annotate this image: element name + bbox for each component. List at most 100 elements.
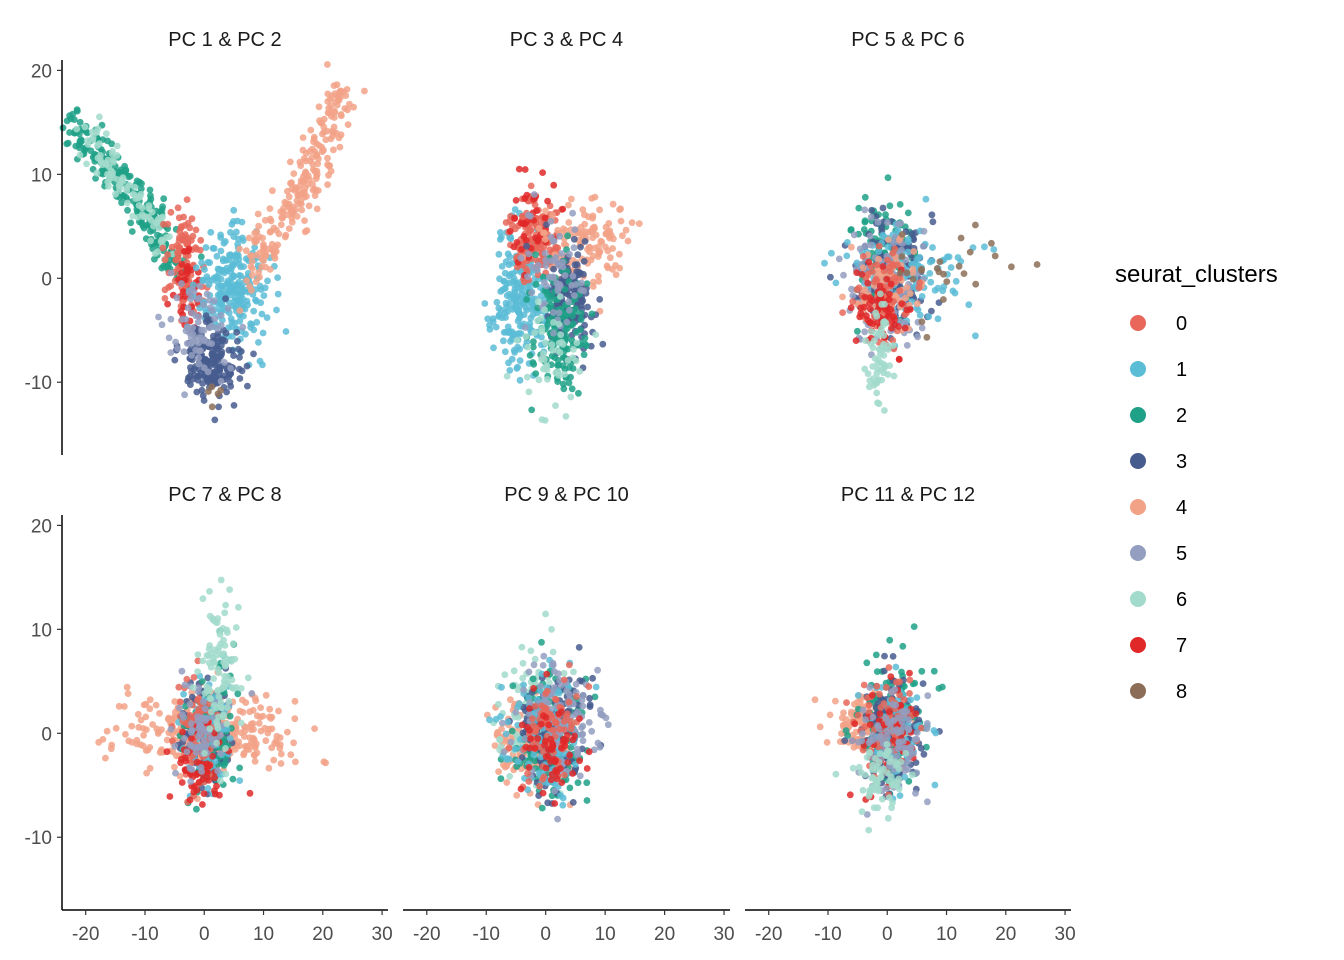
data-point: [291, 715, 299, 723]
data-point: [909, 275, 917, 283]
data-point: [515, 165, 523, 173]
data-point: [117, 168, 125, 176]
data-point: [290, 170, 298, 178]
data-point: [597, 237, 605, 245]
data-point: [580, 257, 588, 265]
data-point: [832, 279, 840, 287]
data-point: [227, 278, 234, 286]
data-point: [539, 789, 547, 797]
data-point: [145, 202, 153, 210]
data-point: [542, 714, 550, 721]
data-point: [952, 277, 960, 285]
data-point: [255, 233, 263, 241]
y-tick-label: 20: [31, 516, 52, 537]
data-point: [866, 232, 874, 240]
data-point: [171, 356, 179, 364]
data-point: [99, 736, 107, 743]
data-point: [558, 744, 565, 752]
data-point: [172, 256, 180, 264]
data-point: [241, 727, 249, 735]
y-tick-label: 0: [41, 724, 52, 745]
data-point: [925, 313, 933, 320]
data-point: [909, 265, 917, 273]
data-point: [158, 264, 166, 272]
data-point: [843, 252, 851, 260]
data-point: [164, 251, 172, 258]
data-point: [530, 360, 538, 368]
data-point: [188, 352, 196, 359]
data-point: [236, 245, 243, 253]
data-point: [161, 295, 169, 302]
data-point: [230, 206, 238, 214]
data-point: [73, 125, 81, 133]
data-point: [94, 125, 102, 133]
data-point: [550, 181, 558, 189]
data-point: [167, 282, 175, 290]
data-point: [315, 155, 322, 163]
data-point: [927, 278, 935, 286]
data-point: [89, 136, 97, 144]
facet-points: [811, 623, 946, 834]
data-point: [524, 770, 531, 777]
data-point: [538, 325, 546, 332]
data-point: [571, 292, 578, 299]
data-point: [561, 371, 568, 378]
data-point: [570, 345, 577, 353]
data-point: [891, 245, 899, 253]
data-point: [616, 250, 623, 258]
data-point: [198, 742, 205, 750]
data-point: [523, 191, 531, 199]
data-point: [333, 129, 340, 137]
data-point: [517, 254, 525, 262]
data-point: [505, 744, 513, 752]
data-point: [881, 407, 888, 414]
data-point: [886, 202, 894, 210]
data-point: [63, 140, 71, 148]
data-point: [558, 250, 566, 257]
data-point: [920, 227, 928, 235]
data-point: [554, 815, 561, 823]
data-point: [507, 338, 514, 345]
data-point: [188, 742, 195, 750]
data-point: [864, 270, 872, 278]
data-point: [208, 322, 216, 330]
data-point: [564, 357, 572, 364]
data-point: [84, 141, 92, 148]
data-point: [918, 265, 925, 273]
data-point: [579, 730, 587, 738]
data-point: [486, 321, 493, 329]
data-point: [333, 101, 341, 109]
facet-panel: PC 3 & PC 4: [481, 29, 643, 424]
data-point: [538, 804, 546, 812]
data-point: [250, 307, 258, 315]
data-point: [266, 228, 274, 236]
x-tick-label: 10: [253, 924, 274, 945]
data-point: [570, 235, 578, 243]
facet-panel: PC 9 & PC 10-20 -10 0 10 20 30: [403, 484, 735, 945]
data-point: [304, 172, 312, 180]
data-point: [578, 696, 586, 704]
data-point: [144, 746, 152, 754]
data-point: [498, 683, 505, 691]
data-point: [220, 239, 228, 247]
x-tick-label: 20: [312, 924, 333, 945]
data-point: [228, 684, 236, 692]
facet-panel: PC 5 & PC 6: [821, 29, 1041, 414]
data-point: [226, 712, 234, 720]
data-point: [233, 329, 241, 336]
data-point: [175, 683, 183, 691]
facet-title: PC 11 & PC 12: [841, 484, 975, 506]
data-point: [569, 770, 576, 777]
data-point: [913, 256, 921, 263]
data-point: [511, 206, 519, 213]
data-point: [255, 269, 262, 276]
data-point: [97, 152, 104, 159]
data-point: [136, 178, 143, 186]
data-point: [565, 219, 573, 226]
data-point: [530, 685, 537, 692]
data-point: [76, 144, 83, 152]
data-point: [513, 239, 521, 246]
data-point: [112, 190, 119, 198]
data-point: [320, 123, 328, 131]
data-point: [156, 710, 163, 717]
